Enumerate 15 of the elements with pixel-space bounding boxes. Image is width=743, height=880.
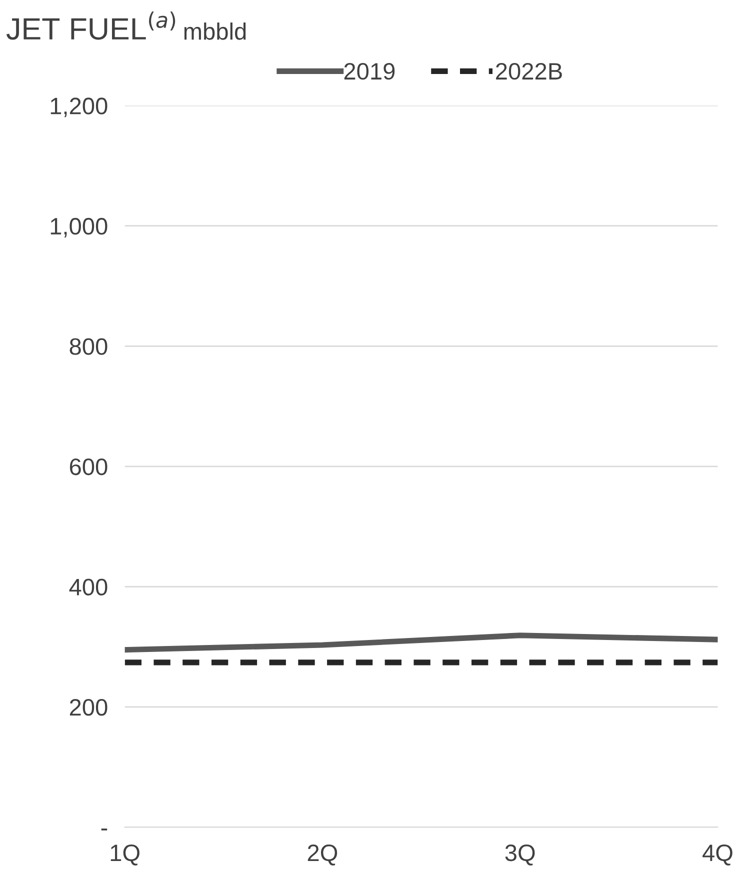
legend-label: 2022B — [496, 62, 562, 80]
y-tick-label: 400 — [69, 578, 108, 596]
legend-label: 2019 — [344, 62, 395, 80]
y-tick-label: 200 — [70, 699, 108, 716]
x-tick-label: 4Q — [702, 844, 732, 866]
chart-subtitle: mbbld — [184, 22, 246, 40]
x-tick-label: 1Q — [110, 844, 140, 866]
y-tick-label: 1,000 — [50, 218, 108, 238]
chart-title: JET FUEL$^{(a)}$ — [6, 11, 176, 40]
y-tick-label: 600 — [70, 458, 108, 476]
y-tick-label: - — [101, 828, 108, 830]
x-tick-label: 2Q — [308, 844, 338, 866]
y-tick-label: 800 — [70, 338, 108, 355]
y-tick-label: 1,200 — [50, 98, 108, 118]
x-tick-label: 3Q — [505, 844, 535, 866]
